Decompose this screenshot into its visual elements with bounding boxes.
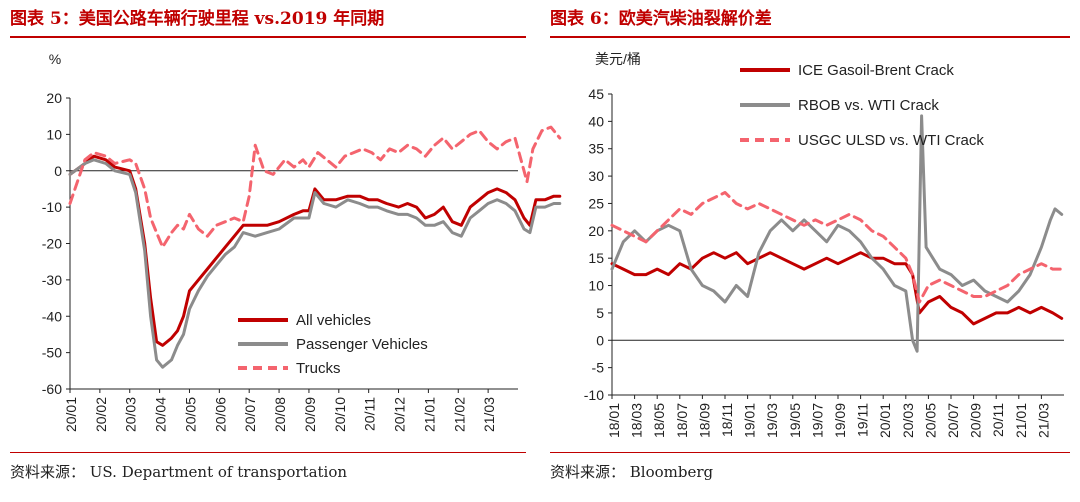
- y-tick-label: -30: [42, 272, 62, 288]
- x-tick-label: 21/01: [421, 397, 437, 432]
- x-tick-label: 20/03: [900, 403, 916, 438]
- y-axis-unit-label: %: [49, 51, 61, 67]
- x-tick-label: 19/09: [832, 403, 848, 438]
- series-line-usgc-ulsd-vs-wti-crack: [610, 191, 1064, 304]
- x-tick-label: 20/01: [877, 403, 893, 438]
- x-tick-label: 20/12: [392, 397, 408, 432]
- y-tick-label: 20: [46, 90, 62, 106]
- series-line-rbob-vs-wti-crack: [610, 114, 1064, 353]
- x-tick-label: 19/01: [742, 403, 758, 438]
- x-tick-label: 20/11: [362, 397, 378, 431]
- right-chart-svg: 45 40 35 30 25 20 15 10 5 0 -5 -10 美元/桶 18/01 18/03 18/…: [584, 51, 1064, 438]
- legend-label: All vehicles: [296, 312, 371, 329]
- left-title-rule: [10, 36, 526, 38]
- y-tick-label: 0: [596, 332, 604, 348]
- right-chart-source: 资料来源： Bloomberg: [550, 463, 714, 481]
- x-tick-label: 18/07: [674, 403, 690, 438]
- left-bottom-rule: [10, 452, 526, 453]
- x-tick-label: 20/06: [212, 397, 228, 432]
- right-chart-title: 图表 6：欧美汽柴油裂解价差: [550, 9, 772, 29]
- left-chart-svg: 20 10 0 -10 -20 -30 -40 -50 -60% 20/01 20/02 20/03 2…: [42, 51, 562, 432]
- x-tick-label: 20/11: [990, 403, 1006, 437]
- y-tick-label: 25: [588, 195, 604, 211]
- right-bottom-rule: [550, 452, 1070, 453]
- x-tick-label: 19/07: [809, 403, 825, 438]
- x-tick-label: 20/08: [272, 397, 288, 432]
- legend-label: Trucks: [296, 360, 340, 377]
- y-tick-label: -60: [42, 381, 62, 397]
- series-line-ice-gasoil-brent-crack: [610, 251, 1064, 326]
- x-tick-label: 18/09: [696, 403, 712, 438]
- x-tick-label: 20/03: [123, 397, 139, 432]
- y-tick-label: 40: [588, 113, 604, 129]
- y-tick-label: -50: [42, 345, 62, 361]
- left-chart-panel: 图表 5：美国公路车辆行驶里程 vs.2019 年同期 20 10 0 -10 -20 -…: [0, 0, 562, 502]
- y-tick-label: -40: [42, 308, 62, 324]
- y-tick-label: 30: [588, 168, 604, 184]
- x-tick-label: 19/05: [787, 403, 803, 438]
- x-tick-label: 18/11: [719, 403, 735, 437]
- x-tick-label: 19/03: [764, 403, 780, 438]
- x-tick-label: 20/05: [922, 403, 938, 438]
- y-tick-label: 10: [46, 126, 62, 142]
- y-tick-label: 15: [588, 250, 604, 266]
- left-chart-title: 图表 5：美国公路车辆行驶里程 vs.2019 年同期: [10, 9, 385, 29]
- x-tick-label: 20/07: [242, 397, 258, 432]
- y-tick-label: 10: [588, 278, 604, 294]
- legend-label: USGC ULSD vs. WTI Crack: [798, 132, 984, 149]
- legend-label: ICE Gasoil-Brent Crack: [798, 62, 954, 79]
- legend-label: Passenger Vehicles: [296, 336, 428, 353]
- x-tick-label: 20/10: [332, 397, 348, 432]
- y-tick-label: 5: [596, 305, 604, 321]
- y-tick-label: -10: [42, 199, 62, 215]
- x-tick-label: 20/02: [93, 397, 109, 432]
- x-tick-label: 20/09: [302, 397, 318, 432]
- left-chart-source: 资料来源： US. Department of transportation: [10, 463, 348, 481]
- x-tick-label: 20/07: [945, 403, 961, 438]
- y-tick-label: 35: [588, 141, 604, 157]
- x-tick-label: 18/05: [651, 403, 667, 438]
- x-tick-label: 20/04: [153, 397, 169, 432]
- x-tick-label: 20/05: [182, 397, 198, 432]
- x-tick-label: 18/03: [629, 403, 645, 438]
- legend-label: RBOB vs. WTI Crack: [798, 97, 939, 114]
- y-axis-unit-label: 美元/桶: [595, 51, 641, 67]
- x-tick-label: 21/03: [1035, 403, 1051, 438]
- series-line-passenger-vehicles: [68, 158, 562, 369]
- y-tick-label: -5: [592, 360, 605, 376]
- x-tick-label: 20/09: [968, 403, 984, 438]
- right-title-rule: [550, 36, 1070, 38]
- x-tick-label: 21/02: [451, 397, 467, 432]
- series-line-all-vehicles: [68, 154, 562, 347]
- x-tick-label: 21/03: [481, 397, 497, 432]
- x-tick-label: 19/11: [855, 403, 871, 437]
- series-line-trucks: [68, 125, 562, 249]
- x-tick-label: 21/01: [1013, 403, 1029, 438]
- x-tick-label: 18/01: [606, 403, 622, 438]
- x-tick-label: 20/01: [63, 397, 79, 432]
- y-tick-label: 20: [588, 223, 604, 239]
- y-tick-label: 45: [588, 86, 604, 102]
- y-tick-label: -10: [584, 387, 604, 403]
- y-tick-label: -20: [42, 236, 62, 252]
- y-tick-label: 0: [54, 163, 62, 179]
- right-chart-panel: 图表 6：欧美汽柴油裂解价差 45 40 35 30 25 20 15 10 5 0 -5 -10 美元…: [540, 0, 1080, 502]
